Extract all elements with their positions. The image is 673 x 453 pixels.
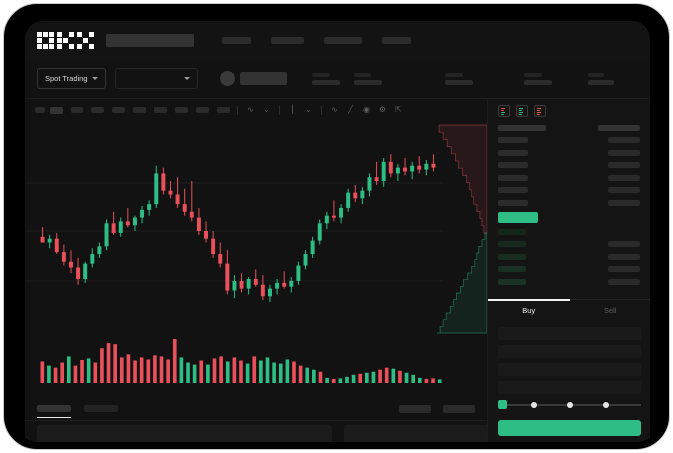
trading-pair-dropdown[interactable] [114, 68, 198, 89]
bottom-tab-bar [25, 397, 487, 421]
timeframe-4[interactable] [91, 107, 104, 113]
market-depth-chart [437, 124, 487, 334]
bottom-tab-orders[interactable] [37, 405, 71, 418]
total-field[interactable] [498, 381, 641, 394]
buy-tab-label: Buy [522, 306, 536, 315]
current-price-row [498, 211, 640, 224]
okx-logo-x [77, 31, 94, 49]
stat-5 [587, 72, 614, 85]
okx-logo[interactable] [37, 31, 94, 49]
slider-stop-25[interactable] [531, 401, 537, 408]
market-subheader: Spot Trading [25, 59, 650, 99]
chevron-down-icon [91, 77, 98, 80]
pair-name-skeleton [239, 72, 287, 85]
line-chart-icon[interactable]: ∿ [331, 105, 338, 114]
bottom-panel-left[interactable] [37, 425, 332, 442]
nav-item-4-skeleton[interactable] [382, 36, 411, 44]
orderbook-mode-asks-icon[interactable] [534, 105, 546, 117]
coin-avatar [219, 71, 235, 86]
order-form-tabs: Buy Sell [488, 299, 650, 320]
bottom-action-1[interactable] [399, 404, 431, 413]
orderbook-bid-row[interactable] [498, 240, 640, 249]
device-frame: Spot Trading [3, 3, 670, 450]
nav-item-2-skeleton[interactable] [271, 36, 304, 44]
orderbook-mode-both-icon[interactable] [498, 105, 510, 117]
compare-icon[interactable]: ⎮ [290, 105, 295, 114]
order-form-fields [488, 323, 650, 399]
app-screen: Spot Trading [25, 21, 650, 442]
price-field[interactable] [498, 345, 641, 358]
chevron-down-icon [183, 77, 190, 80]
nav-item-3-skeleton[interactable] [324, 36, 362, 44]
price-chart-panel[interactable] [25, 121, 487, 397]
device-bezel: Spot Trading [13, 13, 662, 442]
volume-chart [40, 339, 442, 383]
amount-percent-slider[interactable] [498, 399, 641, 411]
stat-1 [311, 72, 340, 85]
timeframe-10[interactable] [217, 107, 230, 113]
timeframe-2[interactable] [50, 106, 63, 114]
orderbook-mode-bids-icon[interactable] [516, 105, 528, 117]
timeframe-5[interactable] [112, 107, 125, 113]
okx-logo-k [57, 31, 74, 49]
timeframe-7[interactable] [154, 107, 167, 113]
fullscreen-icon[interactable]: ⇱ [395, 105, 402, 114]
orderbook-and-trade-panel: Buy Sell [487, 99, 650, 442]
buy-submit-button[interactable] [498, 420, 641, 436]
nav-item-1-skeleton[interactable] [222, 36, 251, 44]
chevron-down-icon[interactable]: ⌄ [305, 105, 312, 114]
toolbar-divider [321, 105, 322, 115]
okx-logo-o [37, 31, 54, 49]
orderbook-ask-row[interactable] [498, 198, 640, 207]
buy-tab[interactable]: Buy [488, 299, 570, 320]
top-navigation-bar [25, 21, 650, 59]
orderbook-bid-row[interactable] [498, 265, 640, 274]
timeframe-9[interactable] [196, 107, 209, 113]
settings-gear-icon[interactable]: ⚙ [378, 105, 387, 114]
stat-4 [523, 72, 552, 85]
toolbar-divider [279, 105, 280, 115]
orderbook-ask-row[interactable] [498, 148, 640, 157]
measure-icon[interactable]: ╱ [348, 105, 353, 114]
candlestick-chart[interactable] [25, 121, 487, 333]
timeframe-1[interactable] [35, 107, 45, 113]
orderbook-ask-row[interactable] [498, 136, 640, 145]
timeframe-6[interactable] [133, 107, 146, 113]
candlestick-icon[interactable]: ∿ [247, 105, 254, 114]
orderbook-bid-row[interactable] [498, 227, 640, 236]
slider-stop-50[interactable] [567, 401, 573, 408]
orderbook-ask-row[interactable] [498, 173, 640, 182]
market-type-dropdown[interactable]: Spot Trading [37, 68, 106, 89]
timeframe-8[interactable] [175, 107, 188, 113]
slider-stop-75[interactable] [603, 401, 609, 408]
current-price-bar [498, 211, 538, 223]
orderbook-bid-row[interactable] [498, 277, 640, 286]
stat-2 [353, 72, 382, 85]
bottom-tab-positions[interactable] [84, 405, 118, 412]
orderbook-ask-row[interactable] [498, 186, 640, 195]
amount-field[interactable] [498, 363, 641, 376]
sell-tab-label: Sell [603, 306, 617, 315]
toolbar-divider [237, 105, 238, 115]
slider-handle[interactable] [498, 400, 507, 409]
chart-toolbar: ∿ ⌄ ⎮ ⌄ ∿ ╱ ◉ ⚙ ⇱ [25, 99, 487, 121]
indicators-icon[interactable]: ⌄ [263, 105, 270, 114]
camera-icon[interactable]: ◉ [363, 105, 370, 114]
market-type-label: Spot Trading [45, 74, 88, 83]
timeframe-3[interactable] [71, 107, 83, 113]
nav-search-skeleton[interactable] [106, 33, 194, 47]
bottom-action-2[interactable] [443, 404, 475, 413]
orderbook[interactable] [488, 121, 650, 286]
orderbook-header-row [498, 123, 640, 132]
orderbook-bid-row[interactable] [498, 252, 640, 261]
order-type-field[interactable] [498, 327, 641, 340]
stat-3 [444, 72, 473, 85]
sell-tab[interactable]: Sell [570, 300, 651, 320]
orderbook-ask-row[interactable] [498, 161, 640, 170]
orderbook-display-modes [488, 99, 650, 121]
